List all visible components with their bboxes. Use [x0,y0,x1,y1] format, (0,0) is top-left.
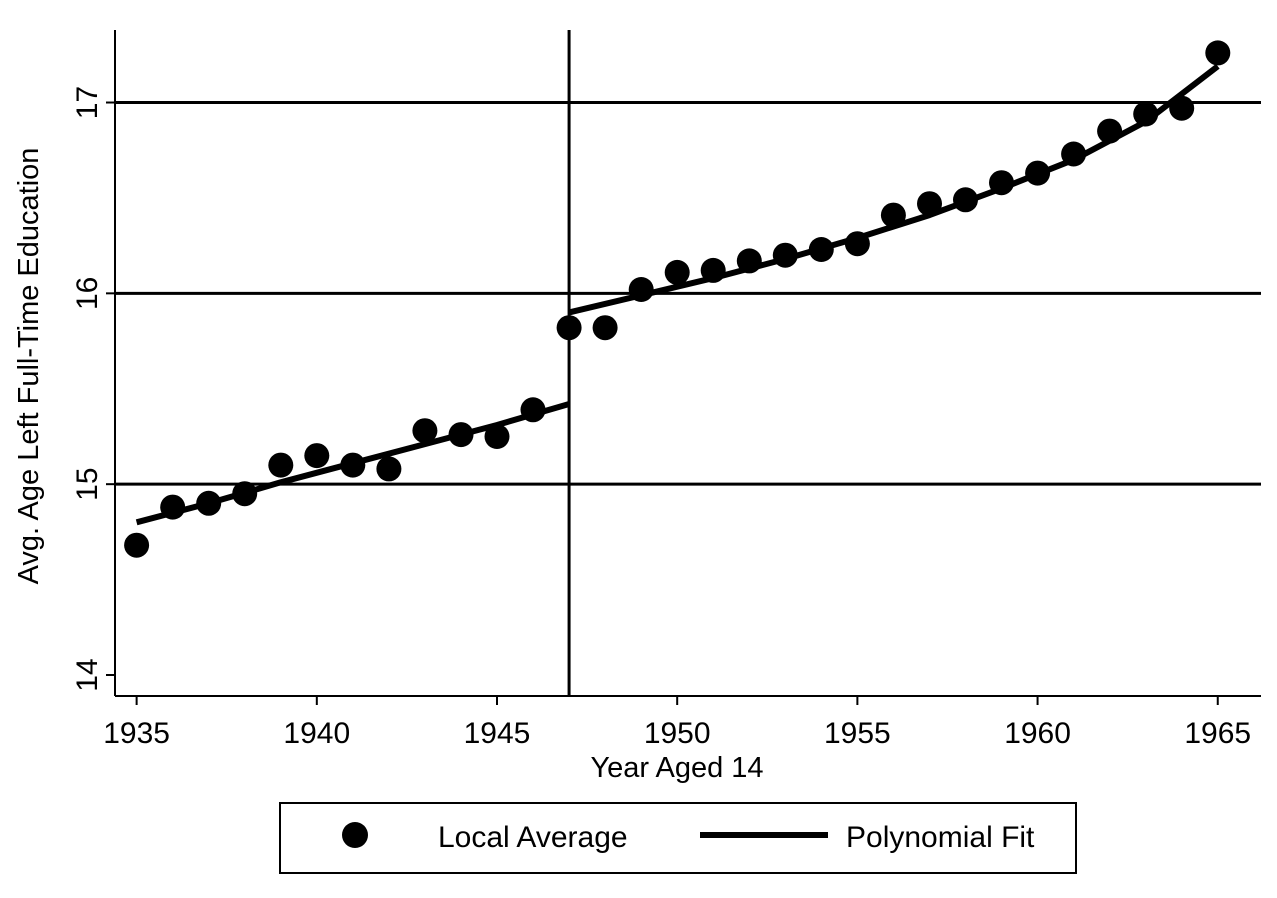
local-average-point [592,315,618,341]
x-axis-title: Year Aged 14 [590,752,763,784]
local-average-point [304,443,330,469]
local-average-point [448,422,474,448]
x-tick-label: 1940 [283,717,350,750]
local-average-point [953,187,978,213]
local-average-point [917,191,942,217]
local-average-points [124,40,1231,558]
x-tick-label: 1945 [464,717,531,750]
local-average-point [556,315,582,341]
local-average-point [340,452,366,478]
local-average-point [880,202,906,228]
local-average-point [628,277,654,302]
legend: Local Average Polynomial Fit [279,802,1077,874]
legend-label-polynomial-fit: Polynomial Fit [846,821,1035,854]
local-average-point [412,418,438,444]
x-tick-label: 1965 [1184,717,1251,750]
local-average-point [664,259,690,285]
y-axis-title: Avg. Age Left Full-Time Education [13,148,45,585]
axes [114,30,1261,697]
x-tick-label: 1950 [644,717,711,750]
gridlines [115,101,1261,486]
local-average-point [484,424,510,449]
local-average-point [1133,101,1159,127]
local-average-point [232,481,258,507]
local-average-point [700,257,726,283]
legend-label-local-average: Local Average [438,821,628,854]
local-average-point [1025,160,1051,186]
local-average-point [268,452,294,478]
local-average-point [376,456,402,482]
legend-box [279,802,1077,874]
local-average-point [1061,141,1087,167]
local-average-point [1097,118,1123,144]
x-tick-label: 1955 [824,717,891,750]
local-average-point [808,237,834,262]
y-tick-label: 15 [71,467,104,500]
y-tick-label: 16 [71,277,104,310]
local-average-point [844,231,870,257]
y-tick-label: 17 [71,86,104,119]
x-tick-label: 1960 [1004,717,1071,750]
local-average-point [124,532,150,558]
local-average-point [196,490,222,516]
local-average-point [160,494,186,520]
y-tick-label: 14 [71,658,104,691]
y-axis-ticks: 14 15 16 17 [71,86,115,692]
local-average-point [736,248,762,274]
local-average-point [1205,40,1231,66]
local-average-point [520,397,546,423]
local-average-point [989,170,1014,196]
x-axis-ticks: 1935 1940 1945 1950 1955 1960 1965 [103,696,1251,750]
legend-marker-local-average [342,822,368,848]
x-tick-label: 1935 [103,717,170,750]
local-average-point [772,242,798,268]
local-average-point [1169,95,1195,121]
